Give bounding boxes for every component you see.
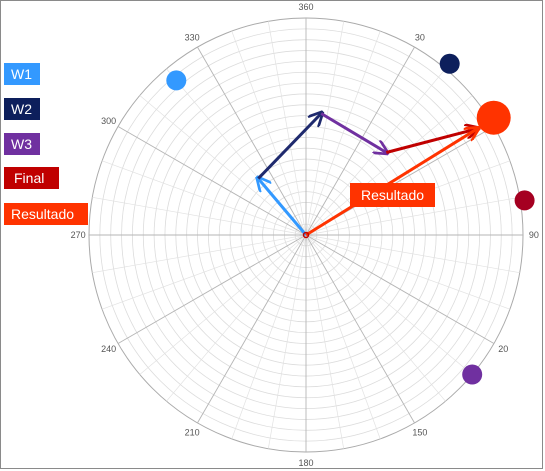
angular-ticks: 360 30 90 150 180 210 240 270 300 330 20 [71, 2, 539, 468]
grid-spoke [197, 234, 307, 424]
vector-w2 [257, 114, 321, 180]
marker-w2 [439, 53, 460, 74]
grid-spoke [305, 30, 381, 236]
angular-tick-label: 30 [415, 33, 425, 43]
marker-w1 [166, 70, 187, 91]
grid-spoke [305, 46, 415, 236]
grid-spoke [305, 234, 415, 424]
angular-tick-label: 300 [101, 116, 116, 126]
angular-tick-label: 150 [412, 427, 427, 437]
resultado-annotation: Resultado [350, 183, 435, 207]
origin-point [302, 231, 310, 239]
angular-tick-label: 90 [529, 230, 539, 240]
grid-spoke [305, 234, 495, 344]
angular-tick-label: 270 [71, 230, 86, 240]
angular-tick-label: 240 [101, 344, 116, 354]
grid-spoke [305, 234, 473, 375]
grid-spoke [305, 21, 345, 236]
legend-item-w1: W1 [4, 63, 40, 85]
grid-spoke [117, 234, 307, 344]
legend-item-resultado: Resultado [4, 203, 88, 225]
marker-resultado [476, 100, 511, 135]
grid-spoke [117, 126, 307, 236]
grid-spoke [197, 46, 307, 236]
marker-final [514, 190, 535, 211]
legend-item-w3: W3 [4, 133, 40, 155]
vector-w3 [320, 112, 386, 153]
grid-spoke [92, 234, 307, 274]
grid-spoke [267, 234, 307, 449]
grid-spoke [267, 21, 307, 236]
vector-series [257, 112, 477, 239]
grid-spoke [101, 160, 307, 236]
legend-item-w2: W2 [4, 98, 40, 120]
angular-tick-label: 180 [298, 458, 313, 468]
grid-spoke [305, 234, 446, 402]
grid-spoke [305, 234, 511, 310]
grid-spoke [231, 234, 307, 440]
angular-tick-label: 360 [298, 2, 313, 12]
grid-spoke [305, 68, 446, 236]
grid-spoke [92, 196, 307, 236]
marker-w3 [462, 364, 483, 385]
angular-tick-label: 330 [185, 33, 200, 43]
grid-spoke [139, 95, 307, 236]
vector-resultado [305, 129, 477, 237]
grid-spoke [305, 95, 473, 236]
grid-spoke [101, 234, 307, 310]
vector-w1 [258, 179, 308, 236]
grid-spoke [305, 234, 520, 274]
grid-spoke [139, 234, 307, 375]
grid-spoke [305, 196, 520, 236]
marker-series [166, 53, 535, 385]
grid-spoke [305, 234, 381, 440]
legend-item-final: Final [4, 167, 59, 189]
angular-tick-label: 20 [498, 344, 508, 354]
grid-spoke [231, 30, 307, 236]
grid-spoke [305, 234, 345, 449]
angular-tick-label: 210 [185, 427, 200, 437]
grid-spoke [166, 234, 307, 402]
vector-final [385, 129, 477, 154]
